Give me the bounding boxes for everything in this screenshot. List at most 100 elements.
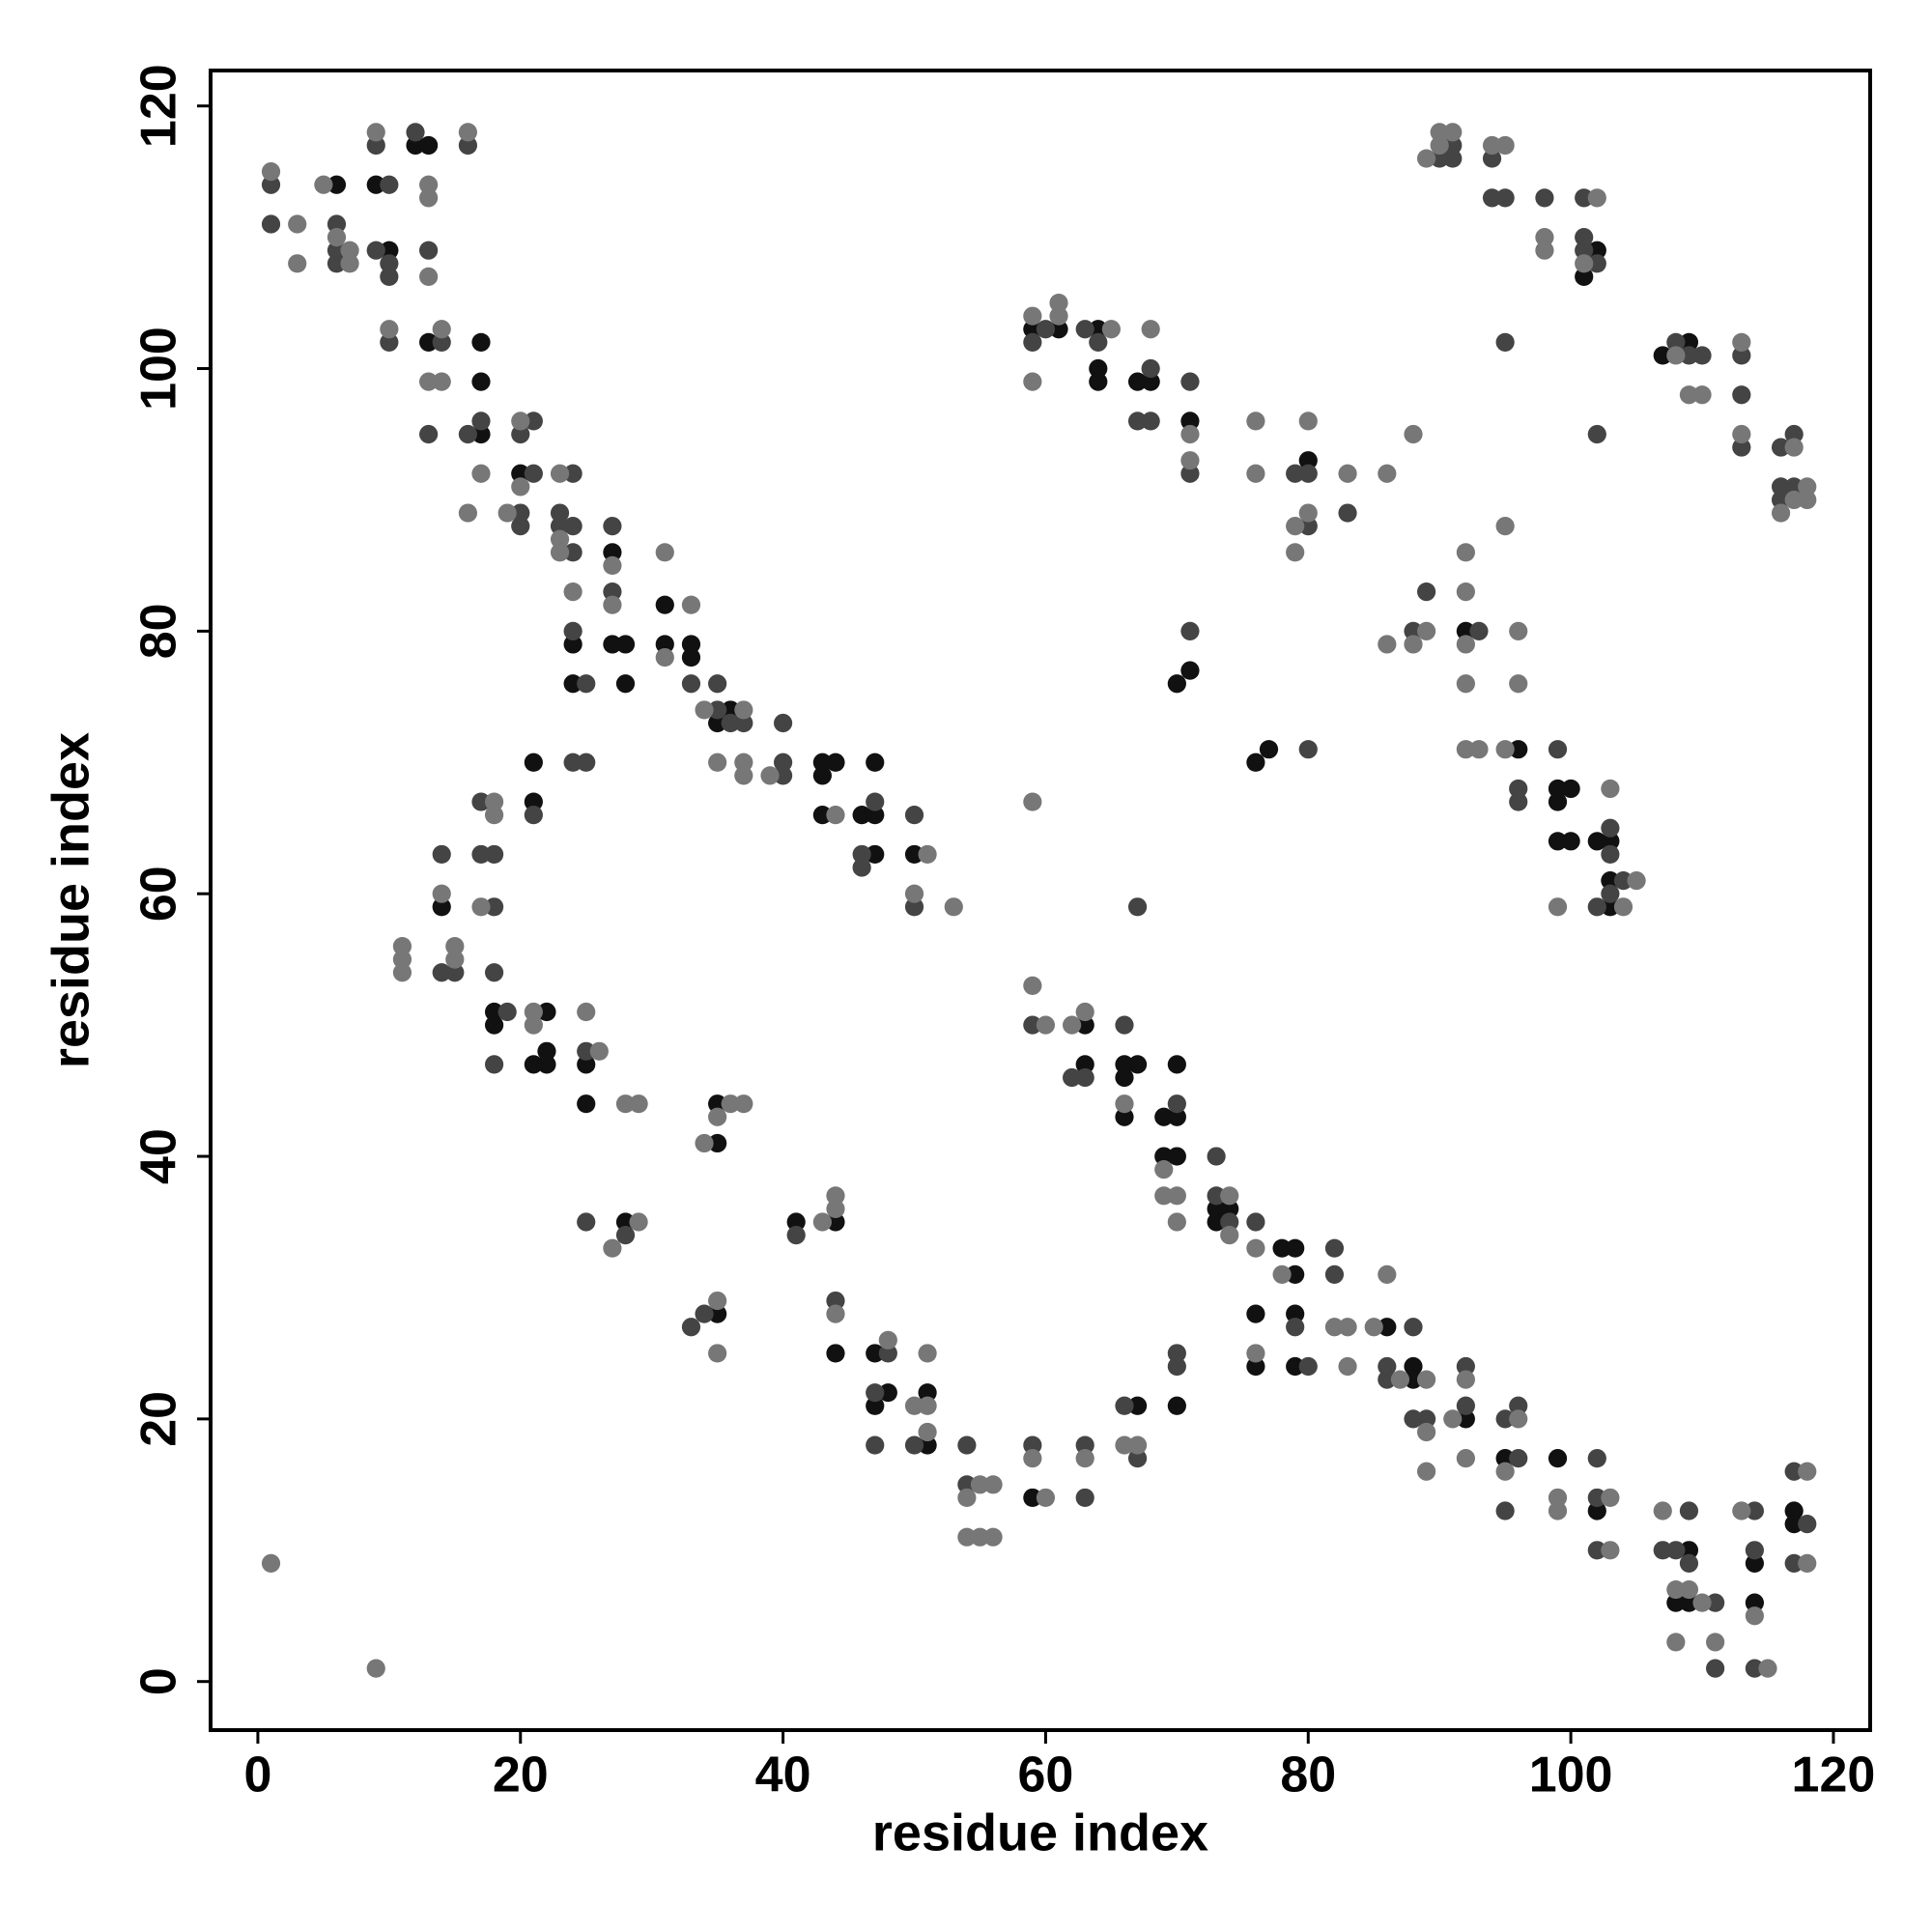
point xyxy=(1575,188,1594,208)
point xyxy=(497,503,517,523)
point xyxy=(866,1383,885,1403)
point xyxy=(629,1094,648,1114)
point xyxy=(484,1055,504,1074)
point xyxy=(1509,674,1528,694)
point xyxy=(577,1055,596,1074)
point xyxy=(1075,1055,1094,1074)
point xyxy=(471,372,491,391)
point xyxy=(1771,438,1791,457)
point xyxy=(1495,332,1515,352)
point xyxy=(655,647,674,668)
point xyxy=(1745,1606,1764,1626)
point xyxy=(1089,320,1108,339)
point xyxy=(826,1291,845,1311)
point xyxy=(1167,674,1186,694)
point xyxy=(944,897,963,917)
point xyxy=(1456,582,1475,602)
point xyxy=(511,464,530,483)
point xyxy=(721,713,740,733)
point xyxy=(603,582,622,602)
point xyxy=(655,543,674,562)
point xyxy=(1548,832,1568,851)
point xyxy=(615,674,636,694)
point xyxy=(681,1318,701,1337)
point xyxy=(1587,1501,1606,1520)
point xyxy=(1430,123,1449,142)
point xyxy=(615,1094,636,1114)
point xyxy=(1246,1304,1265,1323)
point xyxy=(1298,412,1318,431)
point xyxy=(1180,372,1200,391)
point xyxy=(1404,1318,1423,1337)
point xyxy=(563,753,582,772)
point xyxy=(1167,1356,1186,1377)
point xyxy=(1456,543,1475,562)
point xyxy=(695,1133,714,1153)
point xyxy=(603,543,622,562)
x-tick-label: 0 xyxy=(243,1747,271,1804)
point xyxy=(918,1383,937,1403)
point xyxy=(734,1094,753,1114)
point xyxy=(537,1002,556,1022)
point xyxy=(852,806,871,825)
point xyxy=(458,503,477,523)
x-tick-label: 20 xyxy=(493,1747,549,1804)
point xyxy=(577,674,596,694)
point xyxy=(1706,1593,1725,1612)
point xyxy=(1141,372,1160,391)
point xyxy=(812,766,832,785)
point xyxy=(1732,346,1751,365)
point xyxy=(1390,1370,1410,1389)
point xyxy=(786,1225,806,1245)
point xyxy=(1732,1501,1751,1520)
point xyxy=(1495,1409,1515,1429)
point xyxy=(866,1435,885,1455)
point xyxy=(366,135,385,156)
point xyxy=(327,241,347,260)
point xyxy=(577,1002,596,1022)
point xyxy=(1220,1186,1239,1206)
point xyxy=(1456,674,1475,694)
point xyxy=(1246,1238,1265,1258)
point xyxy=(511,503,530,523)
point xyxy=(1627,871,1646,891)
point xyxy=(1416,1422,1436,1442)
point xyxy=(1167,1396,1186,1415)
point xyxy=(708,1304,727,1323)
point xyxy=(1798,1462,1817,1481)
point xyxy=(1089,358,1108,379)
point xyxy=(1338,1318,1357,1337)
point xyxy=(1732,332,1751,352)
point xyxy=(1784,477,1804,497)
point xyxy=(904,897,924,917)
point xyxy=(432,844,451,865)
point xyxy=(1561,832,1580,851)
point xyxy=(878,1344,897,1363)
point xyxy=(1404,1356,1423,1377)
point xyxy=(1784,424,1804,444)
point xyxy=(1575,254,1594,273)
point xyxy=(1587,832,1606,851)
point xyxy=(1272,1238,1292,1258)
point xyxy=(1378,1356,1397,1377)
point xyxy=(681,635,701,654)
x-axis-label: residue index xyxy=(872,1804,1208,1861)
point xyxy=(1127,1449,1148,1468)
point xyxy=(826,1212,845,1232)
point xyxy=(432,963,451,982)
point xyxy=(366,123,385,142)
point xyxy=(1732,424,1751,444)
point xyxy=(826,753,845,772)
point xyxy=(1246,1356,1265,1377)
point xyxy=(708,1094,727,1114)
point xyxy=(1798,477,1817,497)
point xyxy=(340,241,359,260)
point xyxy=(1587,424,1606,444)
point xyxy=(419,241,439,260)
point xyxy=(734,713,753,733)
point xyxy=(1286,543,1305,562)
point xyxy=(380,254,399,273)
point xyxy=(1443,123,1463,142)
point xyxy=(524,753,543,772)
